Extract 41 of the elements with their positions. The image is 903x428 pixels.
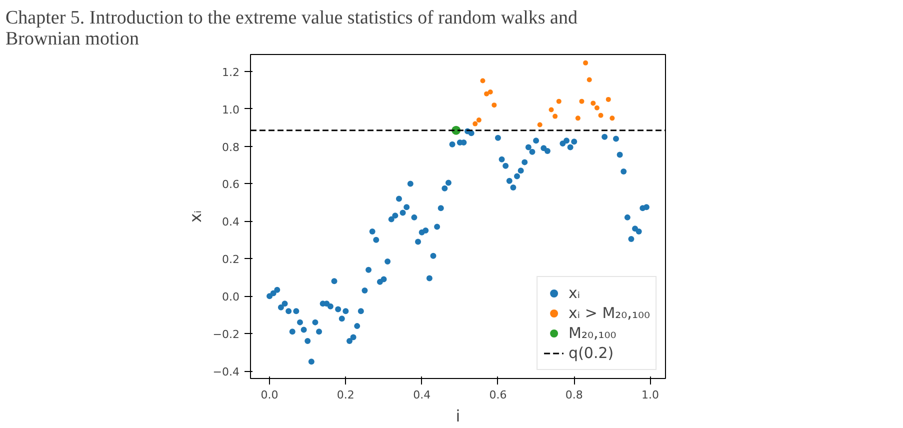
point [476,118,482,123]
point [537,122,542,128]
y-tick-label: 0.2 [222,253,240,266]
point [606,96,611,102]
legend-label: xᵢ [568,284,582,302]
y-tick-label: 0.0 [222,290,240,304]
y-tick-label: −0.2 [212,328,240,342]
legend-label: q(0.2) [568,344,614,362]
point [556,98,562,104]
legend-label: M₂₀,₁₀₀ [568,324,616,342]
x-tick-label: 0.0 [260,388,278,402]
x-tick-label: 0.6 [489,388,507,402]
point [586,77,592,82]
point [579,98,584,104]
point [472,121,478,126]
y-tick-label: 0.8 [222,140,240,154]
point [552,114,558,119]
x-tick-label: 0.4 [413,388,431,402]
chart-title: Chapter 5. Introduction to the extreme value statistics of random walks and Brownian motion [6,8,578,50]
legend-label: xᵢ > M₂₀,₁₀₀ [568,304,650,322]
point [590,100,596,106]
point [488,89,493,94]
point [610,116,615,121]
y-tick-label: 0.6 [222,178,240,192]
x-axis-title: i [456,406,460,426]
point [583,60,588,66]
point [492,102,497,108]
point [575,116,580,121]
point [484,91,490,96]
y-tick-label: 1.0 [222,103,240,116]
x-tick-label: 0.2 [336,388,354,402]
point [598,112,604,118]
y-axis-title: xᵢ [186,210,205,223]
y-tick-label: 0.4 [222,216,240,229]
point [594,105,600,110]
point [480,78,486,84]
x-tick-label: 1.0 [642,388,660,402]
y-tick-label: −0.4 [212,366,240,379]
point [548,107,554,112]
x-tick-label: 0.8 [565,388,583,402]
y-tick-label: 1.2 [222,66,240,79]
